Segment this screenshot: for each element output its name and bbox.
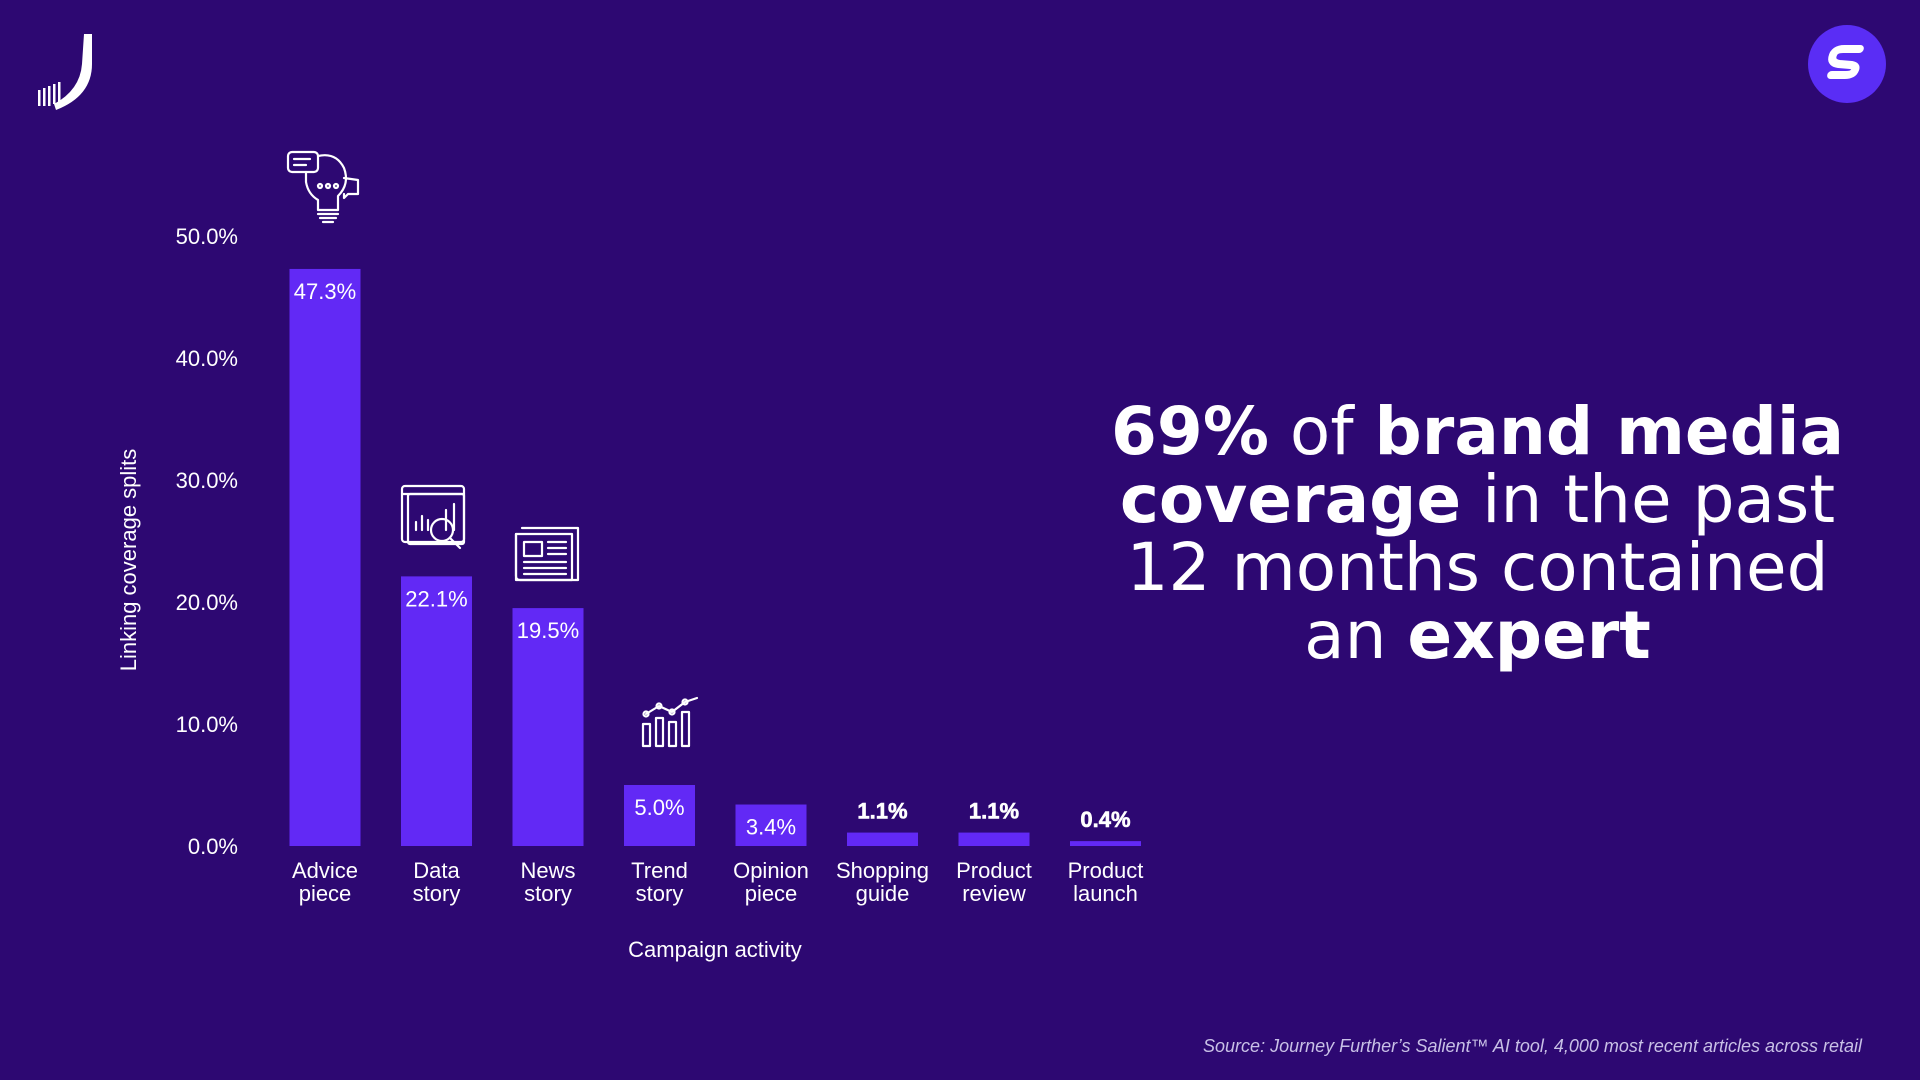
data-search-icon <box>400 484 466 550</box>
y-tick-label: 30.0% <box>176 468 238 493</box>
bar-value-label: 0.4% <box>1080 807 1130 832</box>
y-tick-label: 20.0% <box>176 590 238 615</box>
x-tick-label-line: Product <box>1068 858 1144 883</box>
x-tick-label-line: Product <box>956 858 1032 883</box>
x-tick-label-line: Trend <box>631 858 688 883</box>
x-tick-label-line: story <box>413 881 461 906</box>
y-tick-label: 10.0% <box>176 712 238 737</box>
journey-further-logo-icon <box>38 34 92 110</box>
y-tick-label: 50.0% <box>176 224 238 249</box>
y-tick-label: 40.0% <box>176 346 238 371</box>
x-tick-label-line: story <box>636 881 684 906</box>
lightbulb-chat-icon <box>286 150 360 224</box>
bar-value-label: 22.1% <box>405 586 467 611</box>
bar <box>289 268 361 846</box>
bar-value-label: 47.3% <box>294 279 356 304</box>
bar <box>512 608 584 846</box>
x-tick-label-line: launch <box>1073 881 1138 906</box>
x-tick-label-line: Shopping <box>836 858 929 883</box>
bar <box>624 785 695 846</box>
x-tick-label-line: Advice <box>292 858 358 883</box>
bar-value-label: 1.1% <box>969 799 1019 824</box>
bar-value-label: 5.0% <box>634 795 684 820</box>
x-tick-label-line: News <box>520 858 575 883</box>
x-tick-label-line: review <box>962 881 1026 906</box>
bar <box>401 576 472 846</box>
bar <box>958 832 1030 846</box>
x-tick-label-line: guide <box>856 881 910 906</box>
x-tick-label-line: piece <box>299 881 352 906</box>
headline: 69% of brand media coverage in the past … <box>1110 393 1845 674</box>
x-tick-label-line: story <box>524 881 572 906</box>
salient-s-logo-icon <box>1808 25 1886 103</box>
bar <box>735 804 807 846</box>
trend-chart-icon <box>641 696 699 748</box>
source-note: Source: Journey Further’s Salient™ AI to… <box>1203 1036 1862 1056</box>
bar <box>1070 841 1141 846</box>
bar-value-label: 3.4% <box>746 815 796 840</box>
bar-value-label: 1.1% <box>857 799 907 824</box>
newspaper-icon <box>514 526 580 582</box>
y-axis-label: Linking coverage splits <box>116 449 141 672</box>
x-tick-label-line: Opinion <box>733 858 809 883</box>
bar <box>847 832 918 846</box>
y-tick-label: 0.0% <box>188 834 238 859</box>
bar-value-label: 19.5% <box>517 618 579 643</box>
x-tick-label-line: piece <box>745 881 798 906</box>
x-axis-label: Campaign activity <box>628 937 802 962</box>
bar-chart: Linking coverage splits Campaign activit… <box>116 150 1144 962</box>
x-tick-label-line: Data <box>413 858 460 883</box>
